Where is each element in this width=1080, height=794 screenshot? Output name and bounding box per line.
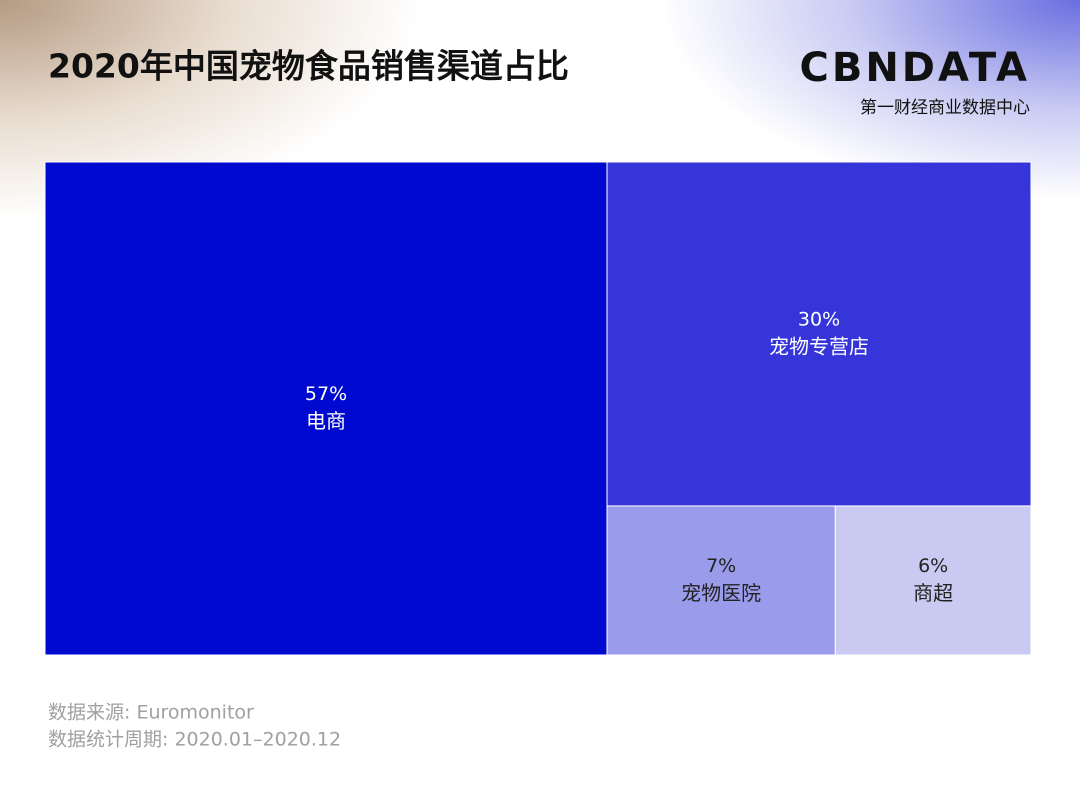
category-label: 宠物医院 bbox=[681, 581, 761, 605]
logo-brand: CBNDATA bbox=[799, 45, 1030, 91]
treemap-cell bbox=[606, 505, 836, 656]
value-label: 7% bbox=[706, 555, 736, 577]
logo-tagline: 第一财经商业数据中心 bbox=[860, 98, 1030, 118]
value-label: 57% bbox=[305, 383, 347, 405]
period-note: 数据统计周期: 2020.01–2020.12 bbox=[48, 729, 341, 751]
value-label: 30% bbox=[798, 308, 840, 330]
treemap-cell bbox=[834, 505, 1032, 656]
treemap-cell bbox=[606, 161, 1032, 507]
chart-title: 2020年中国宠物食品销售渠道占比 bbox=[48, 47, 569, 86]
category-label: 商超 bbox=[913, 581, 953, 605]
treemap-cell bbox=[44, 161, 608, 656]
category-label: 电商 bbox=[306, 409, 346, 433]
source-note: 数据来源: Euromonitor bbox=[48, 702, 254, 724]
value-label: 6% bbox=[918, 555, 948, 577]
category-label: 宠物专营店 bbox=[769, 334, 869, 358]
